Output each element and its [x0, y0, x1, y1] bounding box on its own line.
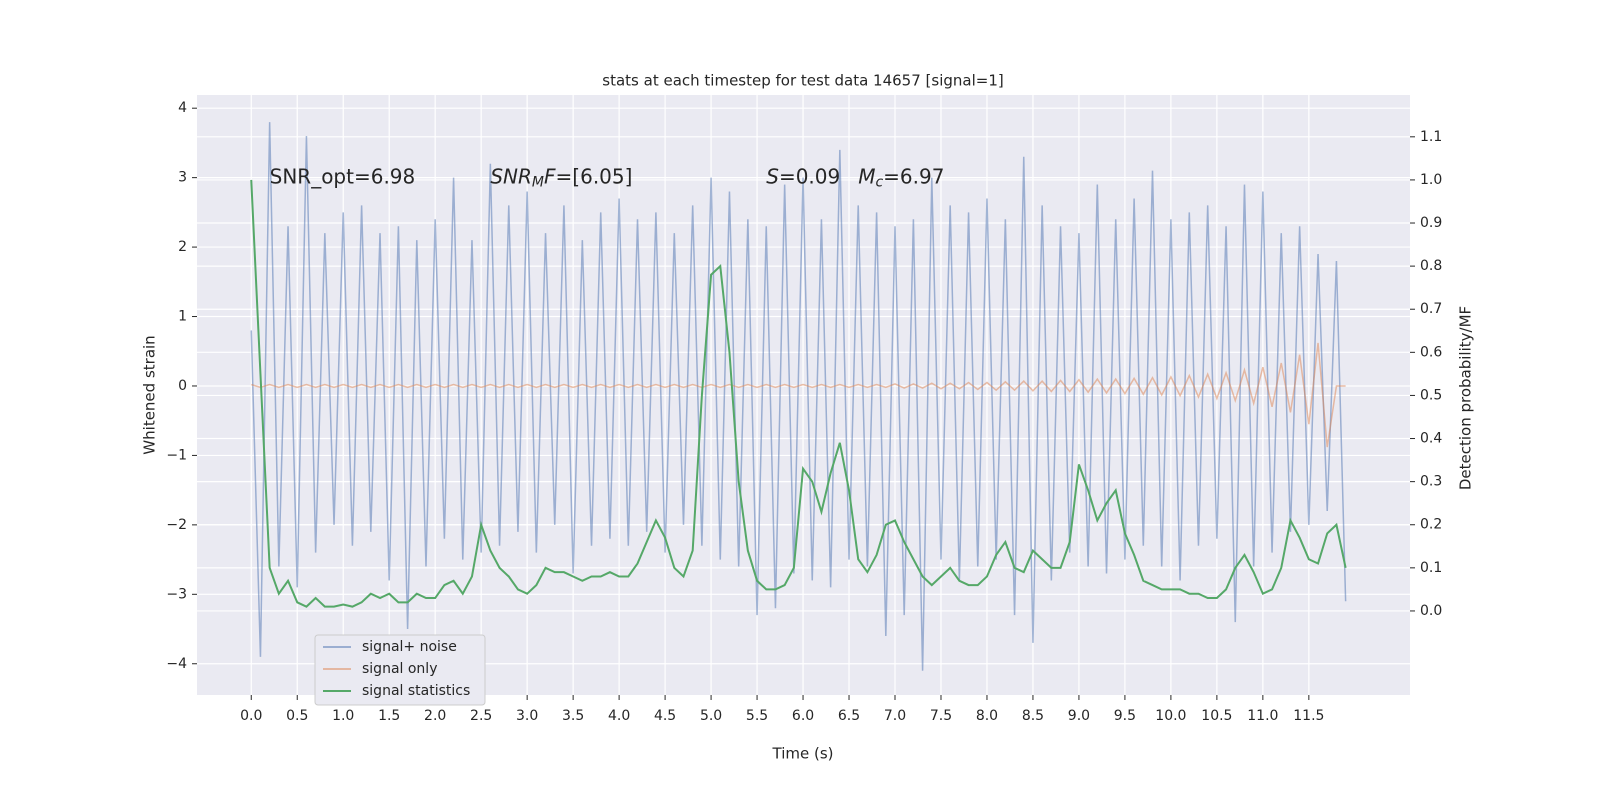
series-line: [250, 122, 1347, 671]
x-tick-label: 9.5: [1114, 708, 1136, 724]
x-tick-label: 4.5: [654, 708, 676, 724]
x-tick-label: 6.0: [792, 708, 814, 724]
x-tick-label: 9.0: [1068, 708, 1090, 724]
legend-label: signal+ noise: [362, 639, 457, 655]
y-tick-label: 1: [178, 309, 187, 325]
y-tick-label: −3: [166, 586, 187, 602]
x-tick-label: 0.0: [240, 708, 262, 724]
x-tick-label: 3.5: [562, 708, 584, 724]
y-tick-label: −1: [166, 447, 187, 463]
y2-tick-label: 0.2: [1420, 517, 1442, 533]
x-tick-label: 0.5: [286, 708, 308, 724]
annotation-part: SNR_opt=6.98: [270, 164, 416, 188]
x-tick-label: 1.5: [378, 708, 400, 724]
legend: signal+ noise signal only signal statistic…: [314, 634, 486, 706]
annotation: Mc=6.97: [858, 164, 944, 191]
legend-box: [314, 634, 486, 706]
x-tick-label: 3.0: [516, 708, 538, 724]
y2-tick-label: 1.0: [1420, 172, 1442, 188]
y2-tick-label: 0.1: [1420, 560, 1442, 576]
chart-title: stats at each timestep for test data 146…: [602, 72, 1003, 90]
y-tick-label: 2: [178, 239, 187, 255]
x-tick-label: 5.5: [746, 708, 768, 724]
y2-tick-label: 0.6: [1420, 344, 1442, 360]
x-tick-label: 10.5: [1201, 708, 1232, 724]
annotation-part: =[6.05]: [556, 164, 633, 188]
x-tick-label: 8.0: [976, 708, 998, 724]
annotation-part: =6.97: [883, 164, 944, 188]
y2-tick-label: 0.9: [1420, 215, 1442, 231]
annotation: SNR_opt=6.98: [270, 164, 416, 188]
annotation-part: M: [532, 175, 544, 191]
x-tick-label: 4.0: [608, 708, 630, 724]
x-tick-label: 2.0: [424, 708, 446, 724]
x-tick-label: 10.0: [1155, 708, 1186, 724]
legend-label: signal statistics: [362, 683, 470, 699]
y2-tick-label: 0.0: [1420, 603, 1442, 619]
series-line: [251, 342, 1346, 448]
annotation: SNRMF=[6.05]: [490, 164, 632, 191]
x-tick-label: 6.5: [838, 708, 860, 724]
y-tick-label: 4: [178, 100, 187, 116]
y2-tick-label: 0.3: [1420, 474, 1442, 490]
y-tick-label: 0: [178, 378, 187, 394]
y2-tick-label: 0.8: [1420, 258, 1442, 274]
y2-tick-label: 0.4: [1420, 431, 1442, 447]
y2-axis-label: Detection probability/MF: [1457, 306, 1475, 490]
annotation: S=0.09: [766, 164, 840, 188]
y-axis-label: Whitened strain: [141, 335, 159, 454]
x-tick-label: 11.0: [1247, 708, 1278, 724]
x-tick-label: 7.0: [884, 708, 906, 724]
y-tick-label: −2: [166, 517, 187, 533]
x-tick-label: 7.5: [930, 708, 952, 724]
annotation-part: F: [544, 164, 556, 188]
series-line: [250, 179, 1347, 608]
y2-tick-label: 0.5: [1420, 387, 1442, 403]
y2-tick-label: 1.1: [1420, 129, 1442, 145]
x-tick-label: 2.5: [470, 708, 492, 724]
x-axis-label: Time (s): [772, 745, 834, 763]
annotation-part: S: [766, 164, 779, 188]
y-tick-label: 3: [178, 170, 187, 186]
x-tick-label: 8.5: [1022, 708, 1044, 724]
annotation-part: c: [875, 175, 883, 191]
annotation-part: =0.09: [779, 164, 840, 188]
x-tick-label: 5.0: [700, 708, 722, 724]
y2-tick-label: 0.7: [1420, 301, 1442, 317]
annotation-part: M: [858, 164, 875, 188]
grid: [197, 95, 1410, 695]
x-tick-label: 11.5: [1293, 708, 1324, 724]
annotation-part: SNR: [490, 164, 532, 188]
legend-label: signal only: [362, 661, 437, 677]
y-tick-label: −4: [166, 656, 187, 672]
x-tick-label: 1.0: [332, 708, 354, 724]
